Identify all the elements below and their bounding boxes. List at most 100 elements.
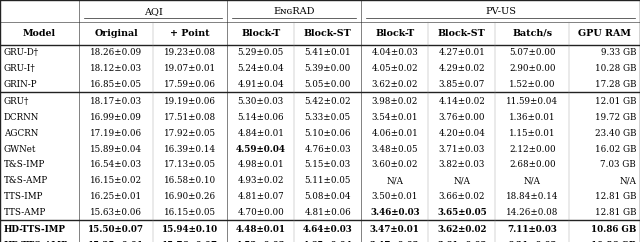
Text: 16.02 GB: 16.02 GB <box>595 144 636 153</box>
Text: 5.24±0.04: 5.24±0.04 <box>237 64 284 73</box>
Text: 10.86 GB: 10.86 GB <box>591 241 636 242</box>
Text: 15.89±0.04: 15.89±0.04 <box>90 144 142 153</box>
Text: GRU-D†: GRU-D† <box>4 48 39 57</box>
Text: 16.15±0.05: 16.15±0.05 <box>164 208 216 217</box>
Text: 3.54±0.01: 3.54±0.01 <box>372 113 418 122</box>
Text: 17.13±0.05: 17.13±0.05 <box>164 160 216 169</box>
Text: 15.63±0.06: 15.63±0.06 <box>90 208 142 217</box>
Text: 16.15±0.02: 16.15±0.02 <box>90 176 142 185</box>
Text: 5.14±0.06: 5.14±0.06 <box>237 113 284 122</box>
Text: 14.26±0.08: 14.26±0.08 <box>506 208 559 217</box>
Text: 4.84±0.01: 4.84±0.01 <box>237 129 284 138</box>
Text: 18.12±0.03: 18.12±0.03 <box>90 64 142 73</box>
Text: 17.59±0.06: 17.59±0.06 <box>164 80 216 89</box>
Text: 4.06±0.01: 4.06±0.01 <box>371 129 418 138</box>
Text: 4.91±0.04: 4.91±0.04 <box>237 80 284 89</box>
Text: 1.36±0.01: 1.36±0.01 <box>509 113 556 122</box>
Text: 16.39±0.14: 16.39±0.14 <box>164 144 216 153</box>
Text: Model: Model <box>23 29 56 38</box>
Text: Block-T: Block-T <box>375 29 415 38</box>
Text: 5.08±0.04: 5.08±0.04 <box>305 192 351 201</box>
Text: 15.76±0.07: 15.76±0.07 <box>162 241 218 242</box>
Text: 17.51±0.08: 17.51±0.08 <box>164 113 216 122</box>
Text: 4.81±0.06: 4.81±0.06 <box>305 208 351 217</box>
Text: 4.81±0.07: 4.81±0.07 <box>237 192 284 201</box>
Text: Batch/s: Batch/s <box>513 29 552 38</box>
Text: 18.17±0.03: 18.17±0.03 <box>90 97 142 106</box>
Text: 16.90±0.26: 16.90±0.26 <box>164 192 216 201</box>
Text: 3.98±0.02: 3.98±0.02 <box>372 97 418 106</box>
Text: 12.01 GB: 12.01 GB <box>595 97 636 106</box>
Text: 12.81 GB: 12.81 GB <box>595 192 636 201</box>
Text: 5.41±0.01: 5.41±0.01 <box>305 48 351 57</box>
Text: 3.85±0.07: 3.85±0.07 <box>438 80 485 89</box>
Text: 12.81 GB: 12.81 GB <box>595 208 636 217</box>
Text: GPU RAM: GPU RAM <box>579 29 631 38</box>
Text: T&S-IMP: T&S-IMP <box>4 160 45 169</box>
Text: 3.60±0.02: 3.60±0.02 <box>372 160 418 169</box>
Text: Original: Original <box>94 29 138 38</box>
Text: 2.68±0.00: 2.68±0.00 <box>509 160 556 169</box>
Text: 16.25±0.01: 16.25±0.01 <box>90 192 142 201</box>
Text: 4.70±0.00: 4.70±0.00 <box>237 208 284 217</box>
Text: 6.21±0.02: 6.21±0.02 <box>508 241 557 242</box>
Text: 3.46±0.03: 3.46±0.03 <box>370 208 420 217</box>
Text: 19.19±0.06: 19.19±0.06 <box>164 97 216 106</box>
Text: 15.50±0.07: 15.50±0.07 <box>88 225 144 234</box>
Text: 17.19±0.06: 17.19±0.06 <box>90 129 142 138</box>
Text: 15.94±0.10: 15.94±0.10 <box>162 225 218 234</box>
Text: 5.10±0.06: 5.10±0.06 <box>305 129 351 138</box>
Text: Block-ST: Block-ST <box>304 29 351 38</box>
Text: 3.48±0.05: 3.48±0.05 <box>372 144 418 153</box>
Text: 3.47±0.01: 3.47±0.01 <box>370 225 420 234</box>
Text: 1.15±0.01: 1.15±0.01 <box>509 129 556 138</box>
Text: HD-TTS-AMP: HD-TTS-AMP <box>4 241 68 242</box>
Text: 3.61±0.02: 3.61±0.02 <box>437 241 486 242</box>
Text: GRU†: GRU† <box>4 97 29 106</box>
Text: 19.23±0.08: 19.23±0.08 <box>164 48 216 57</box>
Text: 3.62±0.02: 3.62±0.02 <box>372 80 418 89</box>
Text: 2.90±0.00: 2.90±0.00 <box>509 64 556 73</box>
Text: 4.48±0.01: 4.48±0.01 <box>236 225 285 234</box>
Text: PV-US: PV-US <box>485 7 516 16</box>
Text: N/A: N/A <box>524 176 541 185</box>
Text: 17.92±0.05: 17.92±0.05 <box>164 129 216 138</box>
Text: 3.76±0.00: 3.76±0.00 <box>438 113 485 122</box>
Text: GRU-I†: GRU-I† <box>4 64 36 73</box>
Text: 4.59±0.04: 4.59±0.04 <box>236 144 285 153</box>
Text: AGCRN: AGCRN <box>4 129 38 138</box>
Text: 16.85±0.05: 16.85±0.05 <box>90 80 142 89</box>
Text: + Point: + Point <box>170 29 210 38</box>
Text: 4.93±0.02: 4.93±0.02 <box>237 176 284 185</box>
Text: N/A: N/A <box>387 176 403 185</box>
Text: 4.98±0.01: 4.98±0.01 <box>237 160 284 169</box>
Text: 4.05±0.02: 4.05±0.02 <box>371 64 418 73</box>
Text: 5.05±0.00: 5.05±0.00 <box>305 80 351 89</box>
Text: 16.54±0.03: 16.54±0.03 <box>90 160 142 169</box>
Text: 15.35±0.01: 15.35±0.01 <box>88 241 144 242</box>
Text: 3.65±0.05: 3.65±0.05 <box>437 208 486 217</box>
Text: 5.15±0.03: 5.15±0.03 <box>305 160 351 169</box>
Text: 5.33±0.05: 5.33±0.05 <box>305 113 351 122</box>
Text: 4.53±0.03: 4.53±0.03 <box>236 241 285 242</box>
Text: 16.99±0.09: 16.99±0.09 <box>90 113 142 122</box>
Text: 19.07±0.01: 19.07±0.01 <box>164 64 216 73</box>
Text: 3.50±0.01: 3.50±0.01 <box>372 192 418 201</box>
Text: N/A: N/A <box>453 176 470 185</box>
Text: 17.28 GB: 17.28 GB <box>595 80 636 89</box>
Text: 11.59±0.04: 11.59±0.04 <box>506 97 559 106</box>
Text: 5.42±0.02: 5.42±0.02 <box>305 97 351 106</box>
Text: 4.76±0.03: 4.76±0.03 <box>305 144 351 153</box>
Text: EɴɢRAD: EɴɢRAD <box>273 7 315 16</box>
Text: 2.12±0.00: 2.12±0.00 <box>509 144 556 153</box>
Text: 4.20±0.04: 4.20±0.04 <box>438 129 485 138</box>
Text: 4.64±0.03: 4.64±0.03 <box>303 225 353 234</box>
Text: 3.47±0.02: 3.47±0.02 <box>370 241 420 242</box>
Text: 7.11±0.03: 7.11±0.03 <box>508 225 557 234</box>
Text: N/A: N/A <box>619 176 636 185</box>
Text: 5.07±0.00: 5.07±0.00 <box>509 48 556 57</box>
Text: AQI: AQI <box>144 7 163 16</box>
Text: 10.28 GB: 10.28 GB <box>595 64 636 73</box>
Text: GRIN-P: GRIN-P <box>4 80 37 89</box>
Text: GWNet: GWNet <box>4 144 36 153</box>
